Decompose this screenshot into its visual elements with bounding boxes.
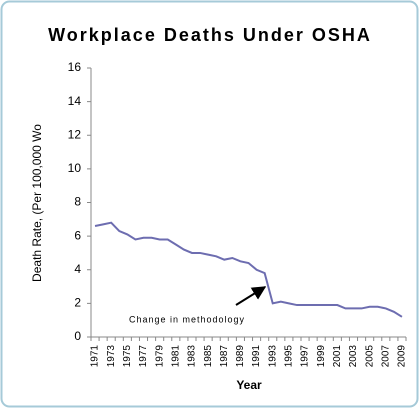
- x-tick-label: 1983: [187, 345, 198, 368]
- x-tick-label: 1973: [106, 345, 117, 368]
- x-tick-label: 1981: [170, 345, 181, 368]
- y-tick-label: 4: [74, 262, 81, 276]
- x-tick-label: 1995: [284, 345, 295, 368]
- chart-title: Workplace Deaths Under OSHA: [48, 25, 372, 45]
- annotation: Change in methodology: [129, 314, 245, 324]
- x-tick-label: 2001: [332, 345, 343, 368]
- x-tick-label: 1993: [267, 345, 278, 368]
- x-tick-label: 1975: [122, 345, 133, 368]
- x-tick-label: 2003: [348, 345, 359, 368]
- x-tick-label: 1985: [203, 345, 214, 368]
- y-tick-label: 14: [68, 94, 82, 108]
- x-tick-label: 1979: [154, 345, 165, 368]
- y-tick-label: 8: [74, 195, 81, 209]
- x-tick-label: 2007: [380, 345, 391, 368]
- x-tick-label: 1991: [251, 345, 262, 368]
- x-tick-label: 1977: [138, 345, 149, 368]
- y-tick-label: 6: [74, 228, 81, 242]
- x-tick-label: 1971: [90, 345, 101, 368]
- x-tick-label: 1997: [300, 345, 311, 368]
- x-tick-label: 1987: [219, 345, 230, 368]
- x-tick-label: 1999: [316, 345, 327, 368]
- y-tick-label: 2: [74, 296, 81, 310]
- y-tick-label: 16: [68, 60, 82, 74]
- annotation-arrow: [235, 286, 267, 306]
- data-line: [94, 221, 403, 318]
- x-tick-label: 2009: [397, 345, 408, 368]
- y-tick-label: 0: [74, 329, 81, 343]
- y-axis-title: Death Rate, (Per 100,000 Wo: [30, 124, 44, 282]
- x-axis-title: Year: [236, 378, 262, 392]
- x-tick-label: 2005: [364, 345, 375, 368]
- y-tick-label: 12: [68, 127, 82, 141]
- y-tick-label: 10: [68, 161, 82, 175]
- x-tick-label: 1989: [235, 345, 246, 368]
